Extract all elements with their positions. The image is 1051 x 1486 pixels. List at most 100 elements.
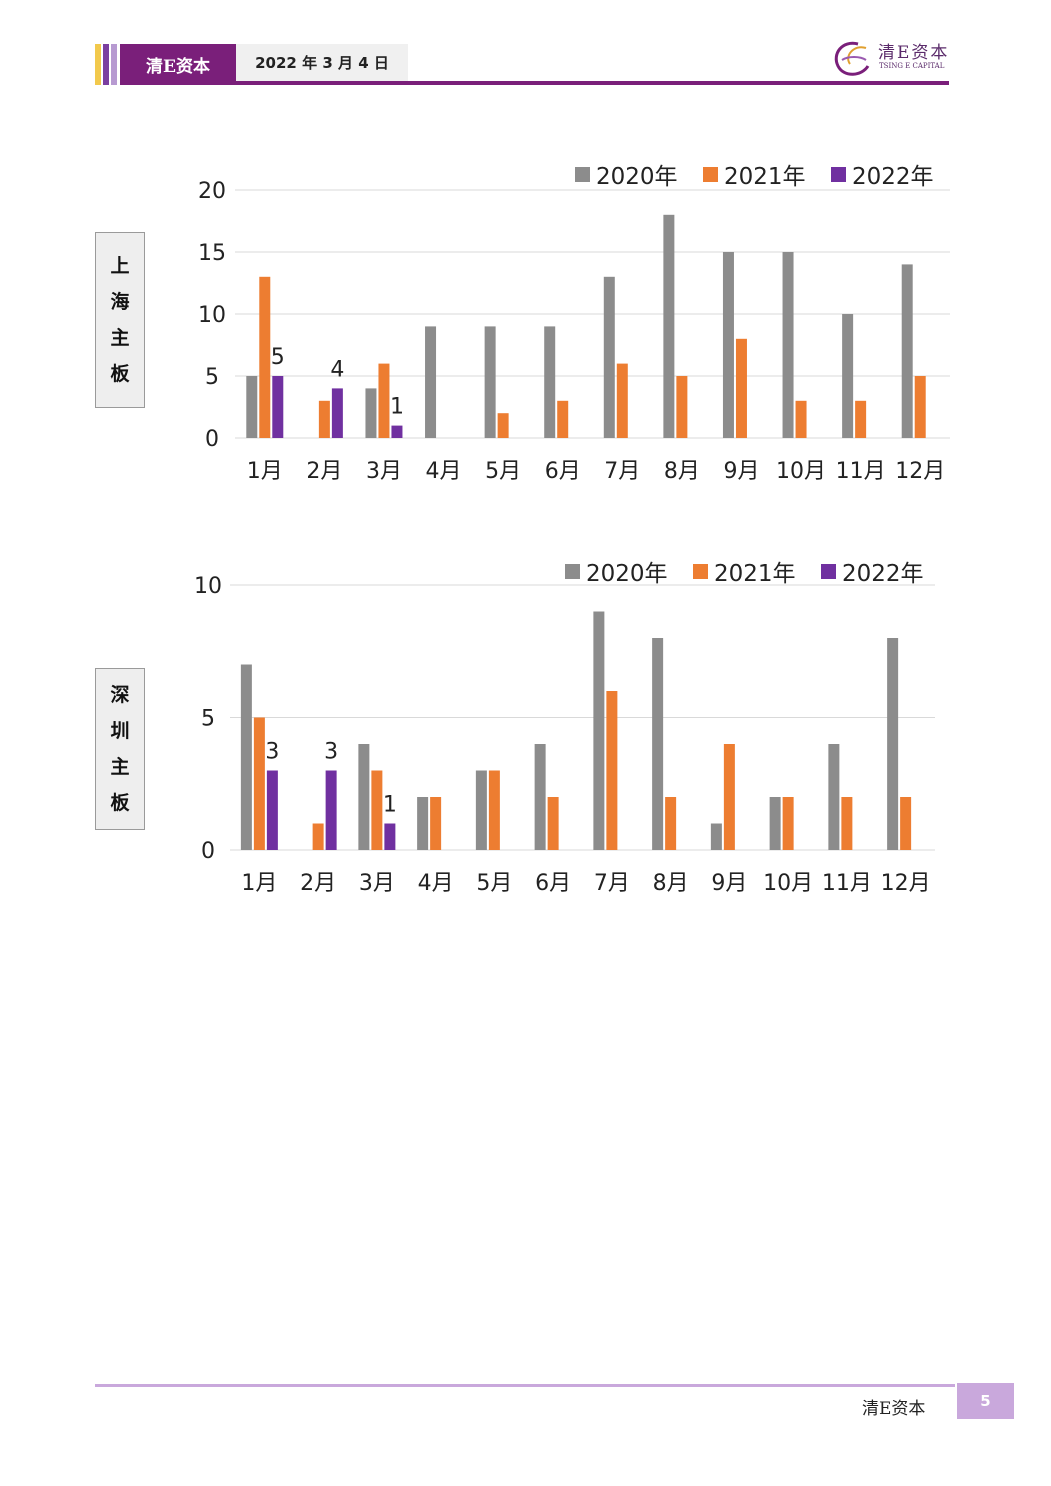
bar (331, 388, 343, 438)
bar (603, 276, 615, 438)
bar (616, 363, 628, 438)
x-tick-label: 10月 (776, 459, 826, 484)
bar (391, 425, 403, 438)
bar (665, 797, 677, 850)
bar (497, 413, 509, 438)
bar (795, 400, 807, 438)
bar (358, 744, 370, 850)
x-tick-label: 6月 (535, 871, 571, 896)
data-label: 1 (383, 793, 397, 818)
bar (782, 252, 794, 438)
y-tick-label: 5 (201, 707, 215, 732)
legend-swatch (703, 167, 718, 182)
x-tick-label: 9月 (723, 459, 759, 484)
x-tick-label: 10月 (763, 871, 813, 896)
bar (371, 770, 383, 850)
bar (365, 388, 377, 438)
bar (534, 744, 546, 850)
y-tick-label: 0 (201, 839, 215, 864)
x-tick-label: 3月 (366, 459, 402, 484)
x-tick-label: 2月 (300, 871, 336, 896)
header-accent-yellow (95, 44, 101, 85)
side-label-char: 板 (110, 363, 130, 385)
header-accent-lilac (111, 44, 117, 85)
side-label-char: 上 (110, 255, 130, 277)
bar (769, 797, 781, 850)
bar (723, 744, 735, 850)
x-tick-label: 2月 (306, 459, 342, 484)
data-label: 4 (330, 357, 344, 382)
data-label: 5 (271, 345, 285, 370)
bar (246, 376, 258, 438)
x-tick-label: 7月 (604, 459, 640, 484)
bar (914, 376, 926, 438)
tsing-e-logo-icon (834, 41, 870, 76)
x-tick-label: 4月 (426, 459, 462, 484)
bar (384, 823, 396, 850)
bar (318, 400, 330, 438)
bar (484, 326, 496, 438)
y-tick-label: 10 (194, 574, 222, 599)
x-tick-label: 11月 (822, 871, 872, 896)
logo-english-text: TSING E CAPITAL (879, 62, 945, 70)
x-tick-label: 8月 (653, 871, 689, 896)
y-tick-label: 0 (205, 427, 219, 452)
bar (735, 338, 747, 438)
data-label: 3 (265, 740, 279, 765)
bar (663, 214, 675, 438)
x-tick-label: 12月 (881, 871, 931, 896)
bar (272, 376, 284, 438)
y-tick-label: 5 (205, 365, 219, 390)
bar (782, 797, 794, 850)
legend-label: 2022年 (852, 164, 934, 190)
side-label-shenzhen-main-board: 深 圳 主 板 (95, 668, 145, 830)
bar (841, 797, 853, 850)
bar (544, 326, 556, 438)
bar (887, 638, 899, 850)
header-accent-purple (103, 44, 109, 85)
y-tick-label: 10 (198, 303, 226, 328)
bar (676, 376, 688, 438)
legend-label: 2021年 (724, 164, 806, 190)
x-tick-label: 8月 (664, 459, 700, 484)
bar (378, 363, 390, 438)
side-label-shanghai-main-board: 上 海 主 板 (95, 232, 145, 408)
bar (266, 770, 278, 850)
bar (710, 823, 722, 850)
page-number: 5 (957, 1383, 1014, 1419)
header-date: 2022 年 3 月 4 日 (236, 44, 408, 81)
bar (842, 314, 854, 438)
legend-swatch (565, 564, 580, 579)
legend-swatch (821, 564, 836, 579)
bar (606, 691, 618, 850)
footer-divider (95, 1384, 955, 1387)
data-label: 3 (324, 740, 338, 765)
bar (557, 400, 569, 438)
bar (425, 326, 437, 438)
bar (240, 664, 252, 850)
legend-swatch (831, 167, 846, 182)
legend-label: 2020年 (586, 561, 668, 587)
bar (475, 770, 487, 850)
x-tick-label: 12月 (895, 459, 945, 484)
x-tick-label: 4月 (418, 871, 454, 896)
bar (901, 264, 913, 438)
legend-label: 2020年 (596, 164, 678, 190)
y-tick-label: 15 (198, 241, 226, 266)
side-label-char: 海 (110, 291, 130, 313)
header-brand: 清E资本 (120, 44, 236, 85)
logo-chinese-text: 清E资本 (878, 43, 950, 63)
x-tick-label: 5月 (476, 871, 512, 896)
bar (652, 638, 664, 850)
side-label-char: 圳 (110, 720, 130, 742)
bar (312, 823, 324, 850)
bar (900, 797, 912, 850)
y-tick-label: 20 (198, 179, 226, 204)
x-tick-label: 9月 (711, 871, 747, 896)
legend-label: 2021年 (714, 561, 796, 587)
x-tick-label: 11月 (836, 459, 886, 484)
bar (259, 276, 271, 438)
x-tick-label: 1月 (241, 871, 277, 896)
bar (722, 252, 734, 438)
